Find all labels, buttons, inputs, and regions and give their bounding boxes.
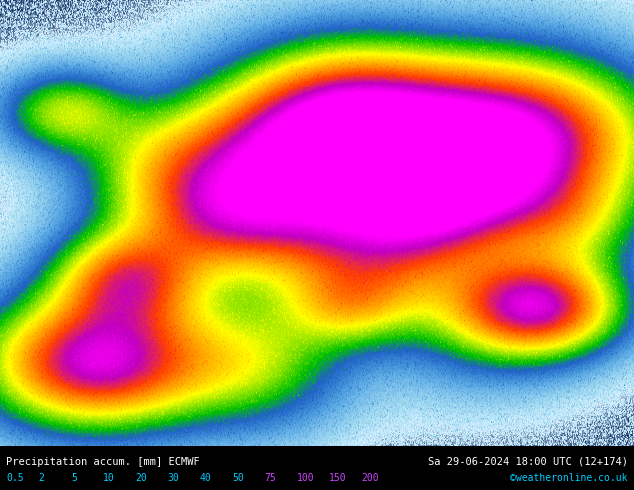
Text: Precipitation accum. [mm] ECMWF: Precipitation accum. [mm] ECMWF <box>6 457 200 467</box>
Text: 10: 10 <box>103 473 115 483</box>
Text: 20: 20 <box>136 473 147 483</box>
Text: Sa 29-06-2024 18:00 UTC (12+174): Sa 29-06-2024 18:00 UTC (12+174) <box>428 457 628 467</box>
Text: 5: 5 <box>71 473 77 483</box>
Text: 40: 40 <box>200 473 212 483</box>
Text: 30: 30 <box>168 473 179 483</box>
Text: 0.5: 0.5 <box>6 473 24 483</box>
Text: 2: 2 <box>39 473 44 483</box>
Text: 50: 50 <box>232 473 244 483</box>
Text: 75: 75 <box>264 473 276 483</box>
Text: 100: 100 <box>297 473 314 483</box>
Text: 200: 200 <box>361 473 379 483</box>
Text: ©weatheronline.co.uk: ©weatheronline.co.uk <box>510 473 628 483</box>
Text: 150: 150 <box>329 473 347 483</box>
